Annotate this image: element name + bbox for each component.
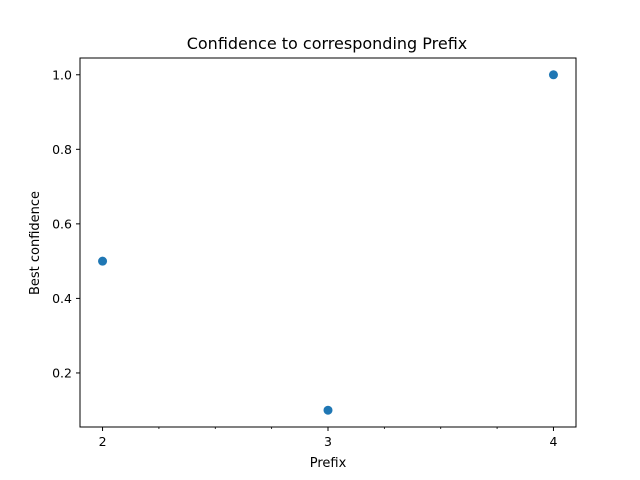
y-tick-label: 0.4 bbox=[52, 291, 72, 306]
y-axis-label: Best confidence bbox=[28, 191, 43, 295]
y-axis-ticks: 0.2 0.4 0.6 0.8 1.0 bbox=[52, 67, 80, 380]
plot-area-frame bbox=[79, 57, 577, 428]
x-axis-ticks: 2 3 4 bbox=[99, 427, 557, 449]
y-tick-label: 1.0 bbox=[52, 67, 72, 82]
chart-title: Confidence to corresponding Prefix bbox=[187, 34, 468, 53]
x-axis-label: Prefix bbox=[310, 456, 347, 471]
scatter-points bbox=[98, 70, 558, 415]
y-tick-label: 0.2 bbox=[52, 365, 72, 380]
x-tick-label: 2 bbox=[99, 434, 107, 449]
y-tick-label: 0.8 bbox=[52, 142, 72, 157]
x-axis-minor-ticks bbox=[158, 427, 498, 429]
x-tick-label: 3 bbox=[324, 434, 332, 449]
scatter-point bbox=[548, 70, 558, 80]
x-tick-label: 4 bbox=[549, 434, 557, 449]
scatter-point bbox=[323, 405, 333, 415]
y-tick-label: 0.6 bbox=[52, 216, 72, 231]
scatter-point bbox=[98, 256, 108, 266]
